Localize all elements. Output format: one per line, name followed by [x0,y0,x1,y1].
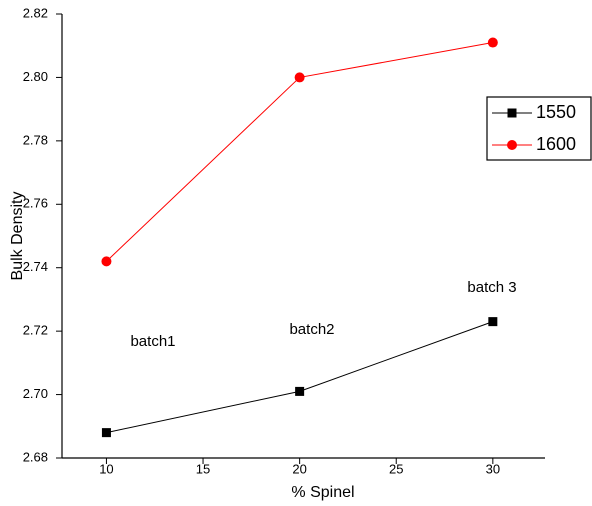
annotation: batch1 [130,333,175,350]
data-point [487,37,498,48]
y-tick-label: 2.70 [23,386,48,401]
legend-box [486,96,592,161]
x-tick-label: 20 [292,461,306,476]
data-point [101,256,112,267]
data-point [488,317,498,327]
legend-marker [507,108,517,118]
annotation: batch 3 [467,279,516,296]
legend-label: 1550 [536,102,576,122]
x-tick-label: 25 [389,461,403,476]
x-axis-label: % Spinel [291,484,354,501]
x-tick-label: 10 [99,461,113,476]
y-tick-label: 2.82 [23,5,48,20]
data-point [101,428,111,438]
y-tick-label: 2.74 [23,259,48,274]
x-tick-label: 30 [486,461,500,476]
y-tick-label: 2.72 [23,323,48,338]
data-point [294,72,305,83]
y-tick-label: 2.76 [23,196,48,211]
y-tick-label: 2.68 [23,449,48,464]
data-point [295,386,305,396]
annotation: batch2 [289,321,334,338]
y-tick-label: 2.80 [23,69,48,84]
legend-marker [507,140,517,150]
y-axis-label: Bulk Density [9,192,26,281]
y-tick-label: 2.78 [23,132,48,147]
legend-label: 1600 [536,134,576,154]
x-tick-label: 15 [196,461,210,476]
